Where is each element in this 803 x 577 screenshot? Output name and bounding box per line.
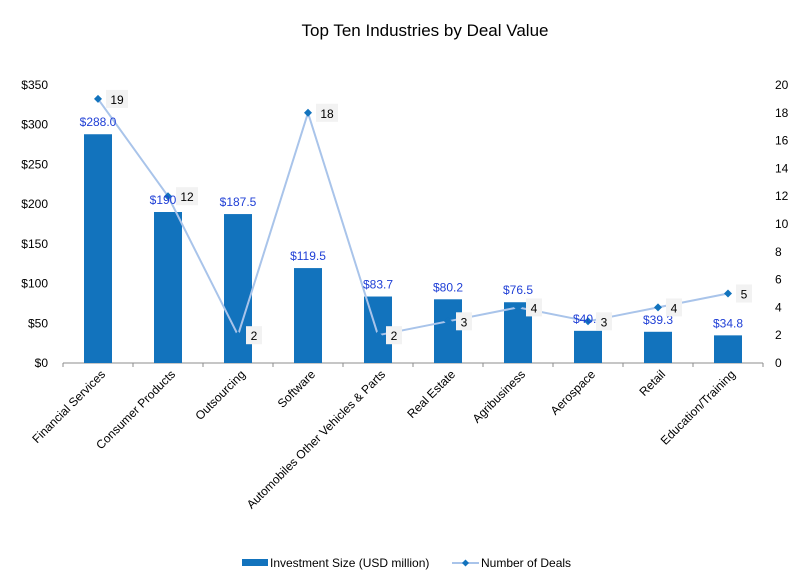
line-marker — [514, 303, 522, 312]
bar-data-label: $187.5 — [220, 195, 257, 209]
y-right-tick-label: 8 — [775, 245, 782, 259]
line-label-bg — [526, 298, 542, 317]
line-marker — [584, 317, 592, 326]
bar — [644, 331, 672, 363]
legend-bar-swatch — [242, 559, 268, 566]
line-data-label: 3 — [461, 315, 468, 329]
line-label-bg — [596, 312, 612, 331]
line-marker — [234, 331, 242, 340]
line-marker — [374, 331, 382, 340]
y-right-tick-label: 10 — [775, 217, 789, 231]
bar — [84, 134, 112, 363]
y-right-tick-label: 20 — [775, 78, 789, 92]
bar-data-label: $40.5 — [573, 312, 603, 326]
x-category-label: Consumer Products — [93, 367, 178, 452]
line-marker — [444, 317, 452, 326]
bar — [294, 268, 322, 363]
legend-label-deals: Number of Deals — [481, 556, 571, 570]
line-label-bg — [246, 326, 262, 345]
bar-data-label: $119.5 — [290, 249, 326, 263]
line-data-label: 4 — [531, 301, 538, 315]
line-marker — [654, 303, 662, 312]
line-data-label: 5 — [741, 288, 748, 302]
line-data-label: 3 — [601, 315, 608, 329]
deals-line — [97, 98, 729, 337]
bar-data-label: $80.2 — [433, 280, 463, 294]
y-left-tick-label: $150 — [21, 237, 48, 251]
x-category-label: Outsourcing — [192, 367, 248, 423]
x-category-label: Education/Training — [658, 367, 738, 447]
axes: $0 $50 $100 $150 $200 $250 $300 $350 0 2 4 6 8 10 12 14… — [21, 78, 788, 512]
line-marker — [164, 192, 172, 201]
y-right-tick-label: 0 — [775, 356, 782, 370]
y-right-tick-label: 2 — [775, 328, 782, 342]
line-data-label: 19 — [110, 93, 124, 107]
y-right-tick-label: 16 — [775, 134, 789, 148]
y-left-tick-label: $250 — [21, 157, 48, 171]
chart-title: Top Ten Industries by Deal Value — [302, 21, 549, 40]
x-category-label: Aerospace — [548, 367, 599, 418]
line-label-bg — [176, 187, 198, 206]
legend-label-investment: Investment Size (USD million) — [270, 556, 429, 570]
line-data-label: 18 — [320, 107, 334, 121]
y-left-tick-label: $350 — [21, 78, 48, 92]
y-right-tick-label: 12 — [775, 189, 789, 203]
line-label-bg — [736, 284, 752, 303]
bar — [154, 212, 182, 363]
y-left-tick-label: $50 — [28, 316, 48, 330]
line-label-bg — [386, 326, 402, 345]
x-category-label: Real Estate — [404, 367, 458, 421]
x-category-label: Software — [275, 367, 319, 411]
bar-data-label: $288.0 — [80, 115, 117, 129]
y-left-tick-label: $100 — [21, 277, 48, 291]
y-right-tick-label: 6 — [775, 273, 782, 287]
line-data-label: 12 — [180, 190, 194, 204]
bar-data-label: $76.5 — [503, 283, 533, 297]
y-left-tick-label: $200 — [21, 197, 48, 211]
bar — [434, 299, 462, 363]
x-category-label: Agribusiness — [470, 367, 528, 425]
x-category-label: Automobiles Other Vehicles & Parts — [244, 367, 388, 511]
data-labels: $288.0$190.1 $187.5$119.5$83.7 $80.2 $76.5$… — [80, 89, 752, 345]
y-right-tick-label: 4 — [775, 300, 782, 314]
line-label-bg — [456, 312, 472, 331]
line-series — [94, 94, 732, 340]
bar-data-label: $34.8 — [713, 316, 743, 330]
y-right-tick-label: 18 — [775, 106, 789, 120]
y-left-tick-label: $0 — [35, 356, 49, 370]
line-label-bg — [106, 89, 128, 108]
line-marker — [94, 94, 102, 103]
x-category-label: Financial Services — [29, 367, 108, 446]
bar — [574, 330, 602, 363]
x-category-label: Retail — [637, 367, 669, 399]
line-data-label: 2 — [391, 329, 398, 343]
line-marker — [304, 108, 312, 117]
legend: Investment Size (USD million) Number of … — [242, 556, 571, 570]
line-label-bg — [666, 298, 682, 317]
line-label-bg — [316, 103, 338, 122]
line-marker — [724, 289, 732, 298]
y-left-tick-label: $300 — [21, 118, 48, 132]
bar-data-label: $39.3 — [643, 313, 673, 327]
bar-series — [84, 134, 742, 363]
y-right-tick-label: 14 — [775, 161, 789, 175]
legend-marker-icon — [462, 559, 469, 567]
bar-data-label: $83.7 — [363, 278, 393, 292]
bar — [714, 335, 742, 363]
line-data-label: 2 — [251, 329, 258, 343]
line-data-label: 4 — [671, 301, 678, 315]
